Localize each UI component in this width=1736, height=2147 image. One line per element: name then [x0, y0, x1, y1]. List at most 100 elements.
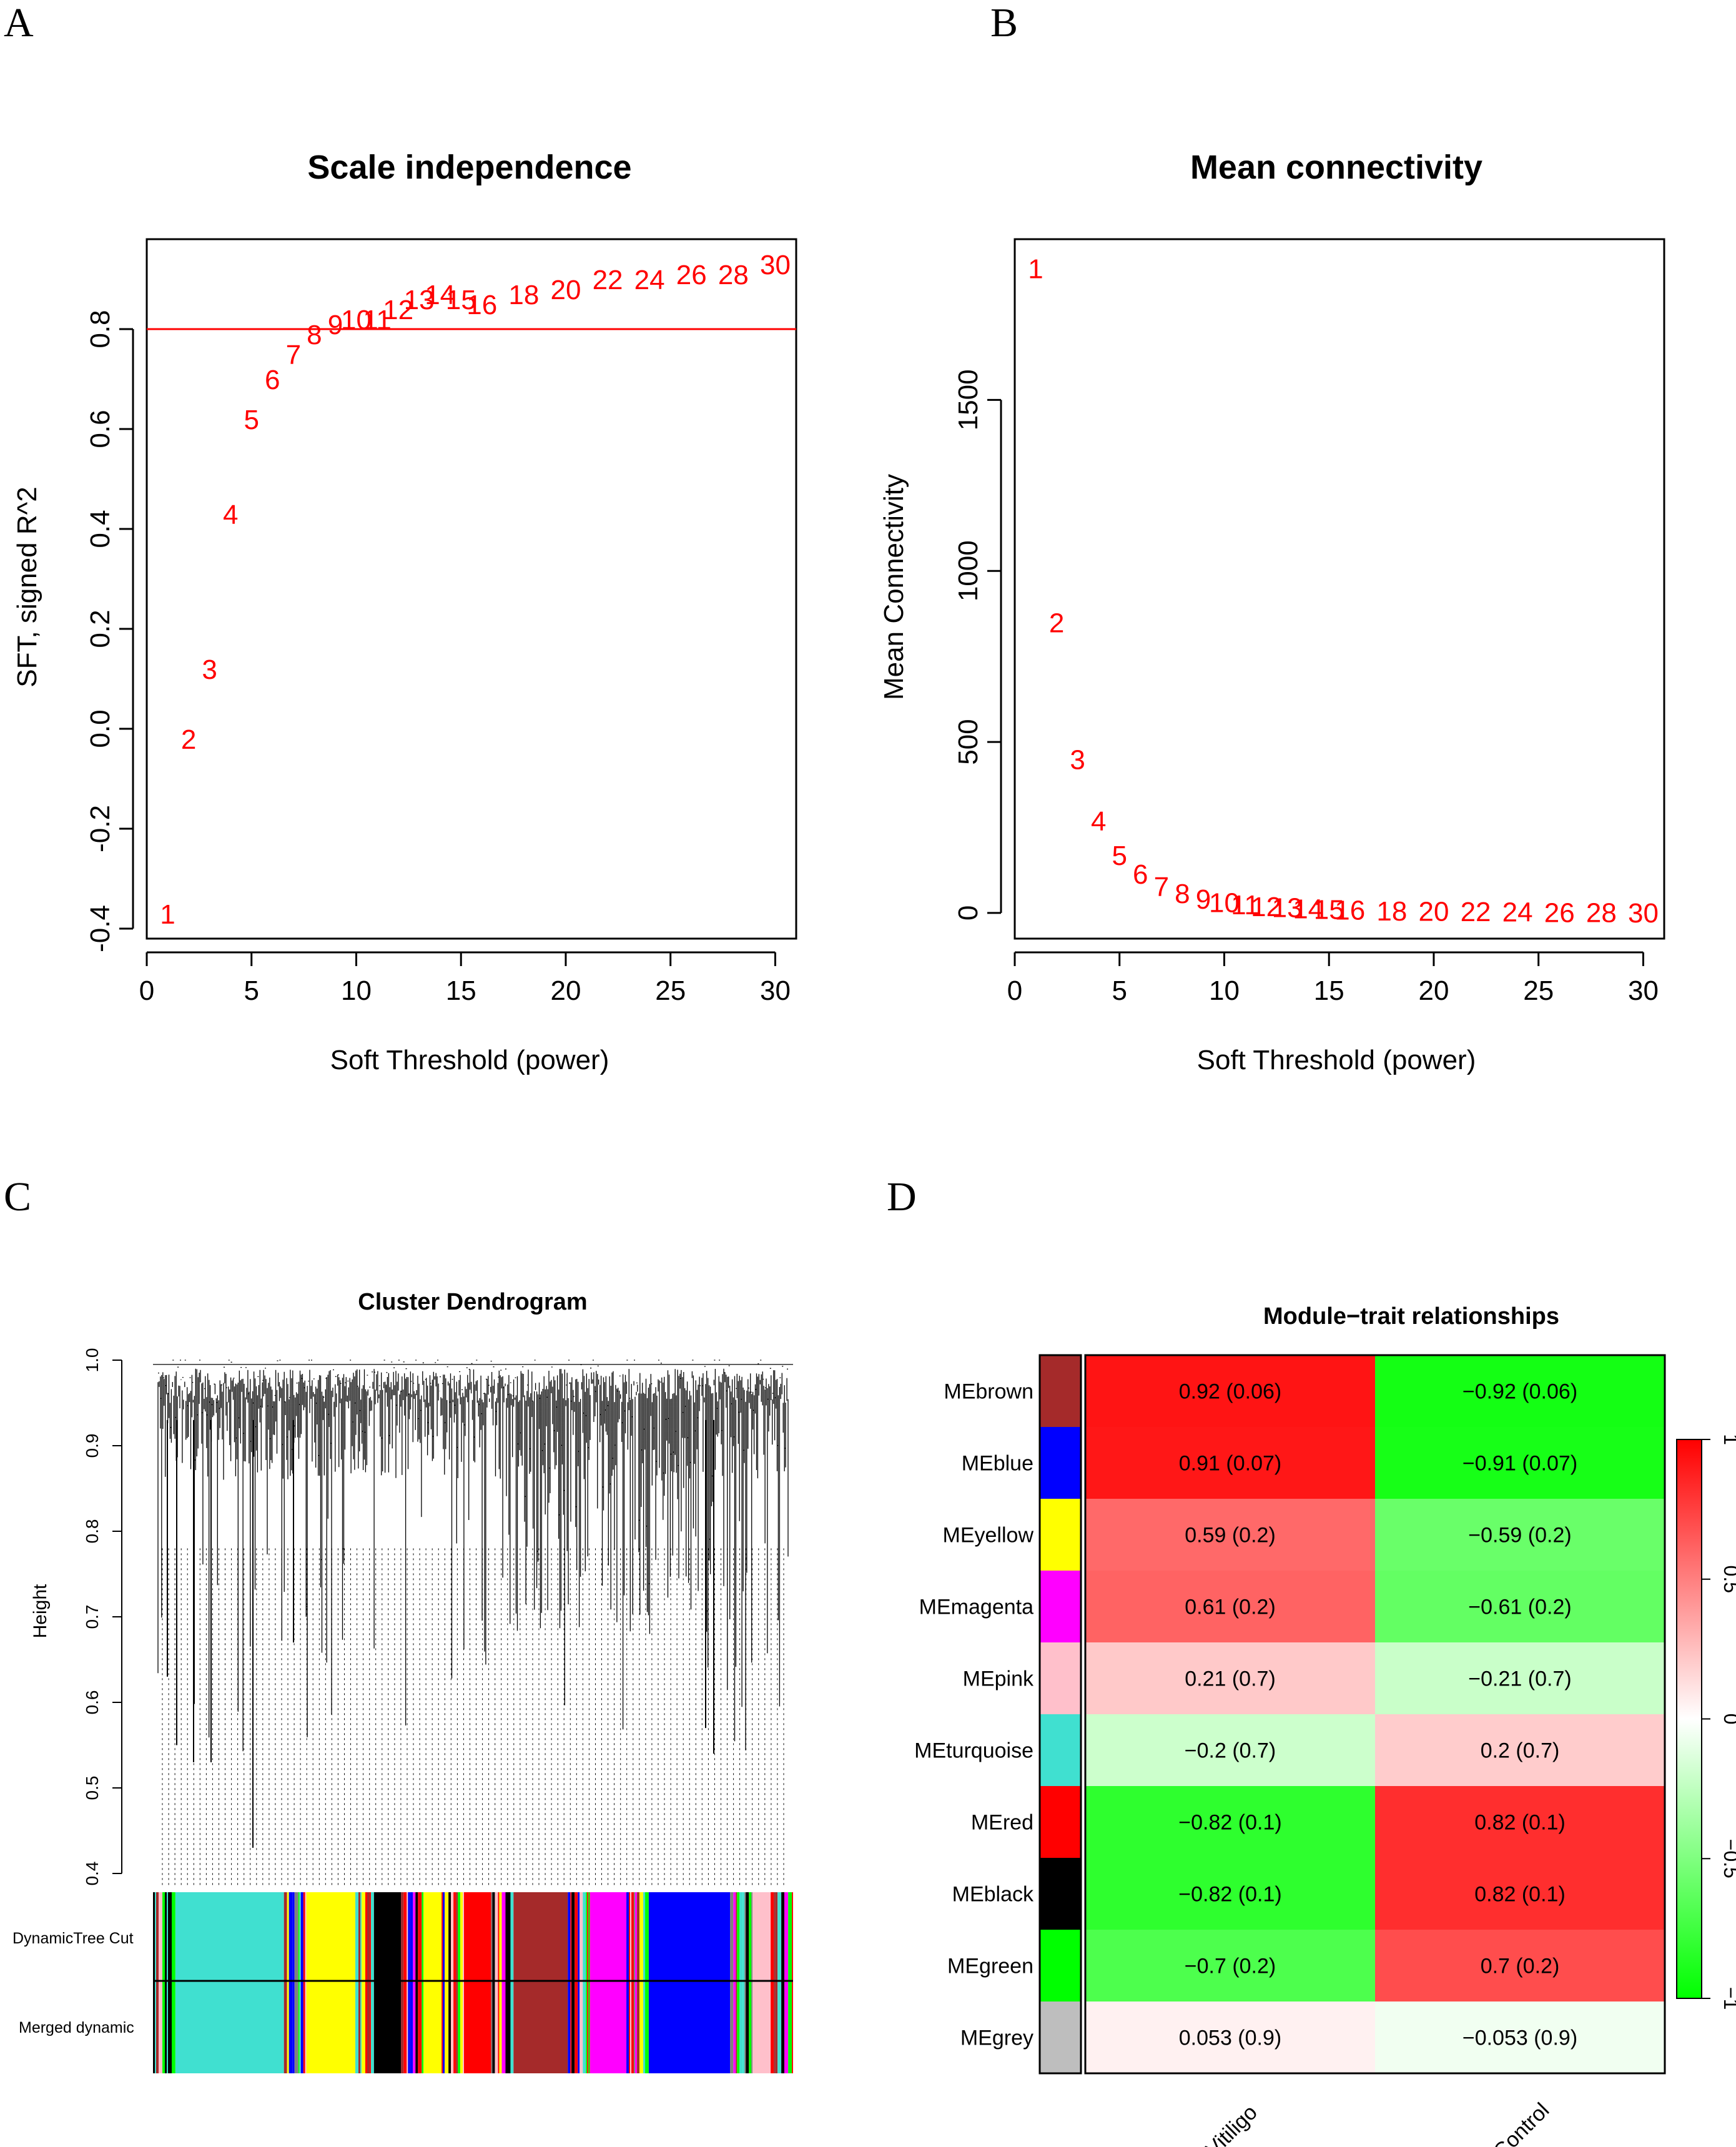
c-module-stripe — [736, 1892, 737, 2073]
a-point-label: 6 — [265, 365, 280, 395]
c-module-stripe — [367, 1892, 370, 2073]
c-module-stripe — [443, 1892, 445, 2073]
d-cell-label: 0.2 (0.7) — [1481, 1739, 1560, 1763]
d-column-label: Vitiligo — [1201, 2101, 1262, 2147]
panel-d-title: Module−trait relationships — [1263, 1303, 1559, 1330]
a-point-label: 8 — [307, 320, 322, 350]
d-colorbar-tick-label: 0.5 — [1720, 1566, 1736, 1593]
d-cell-label: −0.21 (0.7) — [1468, 1667, 1571, 1691]
c-module-stripe — [403, 1892, 407, 2073]
c-module-stripe — [300, 1892, 303, 2073]
c-module-stripe — [408, 1892, 410, 2073]
b-point-label: 12 — [1251, 892, 1281, 922]
panel-c-row-label-dynamic: DynamicTree Cut — [12, 1930, 134, 1947]
c-module-stripe — [643, 1892, 646, 2073]
d-heat-cell — [1375, 1571, 1665, 1642]
b-point-label: 30 — [1628, 898, 1659, 929]
c-module-stripe — [448, 1892, 451, 2073]
panel-c-chart: Cluster Dendrogram 0.4 0.5 0.6 0.7 0.8 0.9 1.0… — [12, 1289, 793, 2073]
b-point-label: 5 — [1112, 841, 1127, 871]
d-module-swatch — [1040, 1858, 1081, 1930]
c-module-stripe — [501, 1892, 506, 2073]
b-point-label: 7 — [1154, 872, 1169, 902]
c-module-stripe — [575, 1892, 578, 2073]
c-dendrogram-branches — [153, 1360, 793, 1752]
d-module-swatch — [1040, 1714, 1081, 1786]
b-point-label: 9 — [1196, 884, 1211, 915]
d-heat-cell — [1085, 1355, 1375, 1427]
d-heat-cell — [1375, 2001, 1665, 2073]
a-point-label: 22 — [593, 265, 623, 295]
b-point-label: 11 — [1231, 890, 1260, 920]
c-module-stripe — [294, 1892, 298, 2073]
a-x-tick-label: 10 — [341, 975, 372, 1006]
panel-c-y-label: Height — [30, 1584, 51, 1638]
a-point-label: 16 — [466, 290, 497, 320]
c-module-stripe — [172, 1892, 174, 2073]
panel-letter-b: B — [990, 0, 1018, 46]
c-module-stripe — [407, 1892, 408, 2073]
panel-a-chart: Scale independence 0 5 10 15 20 25 30 -0.4-0.2… — [12, 149, 797, 1075]
c-module-stripe — [463, 1892, 465, 2073]
a-point-label: 10 — [341, 305, 372, 335]
d-cell-label: −0.82 (0.1) — [1178, 1811, 1281, 1835]
d-heat-cell — [1375, 1355, 1665, 1427]
c-module-stripe — [159, 1892, 162, 2073]
c-module-stripe — [742, 1892, 745, 2073]
c-module-stripe — [370, 1892, 374, 2073]
c-module-stripe — [634, 1892, 636, 2073]
c-module-stripe — [401, 1892, 404, 2073]
c-module-stripe — [578, 1892, 580, 2073]
c-module-block — [513, 1892, 568, 2073]
c-module-stripe — [631, 1892, 633, 2073]
panel-letter-c: C — [4, 1174, 31, 1220]
c-module-stripe — [491, 1892, 493, 2073]
c-module-stripe — [156, 1892, 159, 2073]
c-module-stripe — [635, 1892, 638, 2073]
d-cell-label: −0.7 (0.2) — [1185, 1955, 1276, 1978]
panel-b-x-label: Soft Threshold (power) — [1197, 1045, 1476, 1075]
d-row-label: MEbrown — [944, 1380, 1033, 1404]
d-row-label: MEpink — [963, 1667, 1034, 1691]
c-module-stripe — [571, 1892, 575, 2073]
panel-b-y-axis: 0 500 1000 1500 — [953, 369, 1002, 920]
panel-a-x-axis: 0 5 10 15 20 25 30 — [139, 951, 791, 1006]
c-module-stripe — [155, 1892, 156, 2073]
c-module-stripe — [492, 1892, 495, 2073]
c-module-block — [590, 1892, 627, 2073]
c-module-stripe — [365, 1892, 367, 2073]
b-x-tick-label: 15 — [1314, 975, 1344, 1006]
a-x-tick-label: 5 — [244, 975, 259, 1006]
b-point-label: 1 — [1028, 254, 1043, 285]
c-module-stripe — [292, 1892, 295, 2073]
a-x-tick-label: 25 — [655, 975, 686, 1006]
b-x-tick-label: 5 — [1112, 975, 1127, 1006]
b-point-label: 13 — [1272, 893, 1303, 924]
c-module-stripe — [287, 1892, 289, 2073]
c-module-stripe — [415, 1892, 418, 2073]
d-swatch-frame — [1038, 1354, 1082, 2075]
c-module-stripe — [422, 1892, 424, 2073]
c-module-stripe — [460, 1892, 463, 2073]
panel-b-y-label: Mean Connectivity — [879, 474, 909, 700]
a-y-tick-label: 0.6 — [85, 410, 116, 448]
c-module-stripe — [792, 1892, 793, 2073]
d-module-swatch — [1040, 1571, 1081, 1642]
c-module-stripe — [583, 1892, 586, 2073]
c-module-stripe — [788, 1892, 792, 2073]
d-module-swatch — [1040, 1499, 1081, 1571]
c-module-block — [464, 1892, 491, 2073]
panel-b-chart: Mean connectivity 0 5 10 15 20 25 30 050010001… — [879, 149, 1665, 1075]
b-point-label: 8 — [1175, 879, 1190, 909]
c-y-tick-label: 1.0 — [82, 1348, 102, 1373]
c-module-stripe — [746, 1892, 749, 2073]
c-y-tick-label: 0.8 — [82, 1519, 102, 1544]
d-colorbar-tick-label: −0.5 — [1720, 1839, 1736, 1878]
b-y-tick-label: 500 — [953, 719, 984, 764]
d-heat-cell — [1375, 1642, 1665, 1714]
c-module-stripe — [771, 1892, 774, 2073]
b-point-label: 2 — [1049, 608, 1064, 638]
d-row-label: MEblack — [952, 1883, 1034, 1907]
a-point-label: 11 — [363, 305, 392, 335]
